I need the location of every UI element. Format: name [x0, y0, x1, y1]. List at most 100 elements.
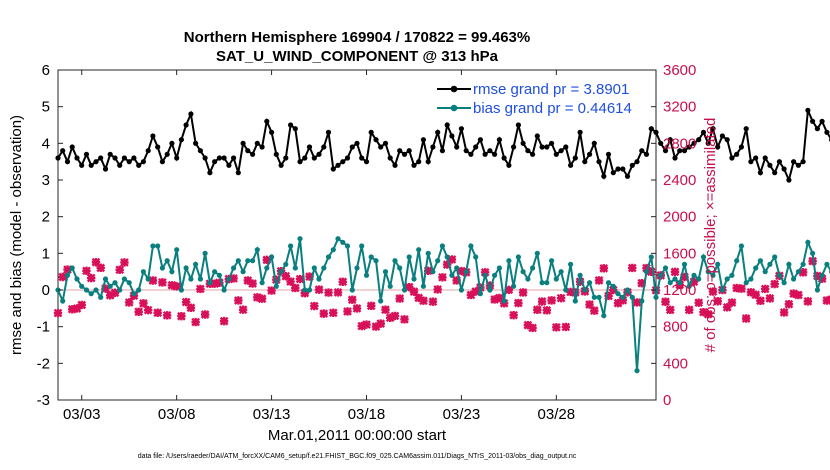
- bias-point: [344, 243, 351, 249]
- bias-point: [677, 280, 683, 286]
- rmse-point: [715, 144, 721, 150]
- bias-point: [292, 265, 298, 271]
- rmse-point: [582, 159, 588, 165]
- obs-count-marker: [139, 299, 148, 308]
- obs-count-marker: [191, 317, 200, 327]
- rmse-point: [269, 129, 275, 135]
- rmse-point: [800, 159, 806, 165]
- obs-count-marker: [466, 290, 476, 300]
- obs-count-marker: [756, 296, 765, 306]
- rmse-point: [620, 166, 626, 172]
- bias-point: [340, 239, 346, 245]
- obs-count-marker: [784, 299, 794, 309]
- obs-count-marker: [162, 310, 172, 320]
- bias-point: [226, 276, 232, 282]
- bias-point: [743, 280, 749, 286]
- obs-count-marker: [433, 285, 443, 294]
- rmse-point: [368, 129, 374, 135]
- rmse-point: [235, 170, 241, 176]
- rmse-point: [112, 155, 118, 161]
- rmse-point: [477, 137, 483, 143]
- obs-count-marker: [158, 278, 167, 287]
- x-tick-label: 03/13: [253, 406, 291, 423]
- rmse-point: [805, 107, 811, 113]
- obs-count-marker: [542, 305, 552, 315]
- obs-count-marker: [357, 321, 367, 331]
- obs-count-marker: [732, 283, 742, 293]
- bias-point: [335, 236, 341, 242]
- y-left-tick-label: 5: [42, 99, 50, 116]
- obs-count-marker: [281, 271, 291, 281]
- obs-count-marker: [722, 302, 732, 312]
- obs-count-marker: [813, 271, 822, 281]
- obs-count-marker: [115, 265, 125, 275]
- rmse-point: [482, 151, 488, 157]
- obs-count-marker: [101, 284, 110, 293]
- obs-count-marker: [67, 304, 77, 314]
- obs-count-marker: [737, 284, 746, 293]
- rmse-point: [145, 148, 151, 154]
- rmse-point: [568, 162, 574, 168]
- bias-point: [245, 258, 251, 264]
- obs-count-marker: [219, 316, 229, 326]
- bias-point: [473, 254, 479, 260]
- plot-area: [57, 69, 657, 401]
- rmse-point: [757, 170, 764, 176]
- bias-point: [416, 247, 422, 253]
- obs-count-marker: [561, 322, 571, 332]
- obs-count-marker: [509, 310, 518, 320]
- bias-point: [354, 265, 360, 271]
- obs-count-marker: [452, 276, 462, 285]
- obs-count-marker: [504, 285, 514, 295]
- rmse-point: [155, 144, 161, 150]
- rmse-point: [762, 155, 768, 161]
- bias-point: [501, 298, 507, 304]
- obs-count-marker: [514, 298, 523, 308]
- rmse-point: [814, 126, 821, 132]
- bias-point: [221, 287, 227, 293]
- bias-point: [487, 287, 493, 293]
- rmse-point: [316, 151, 322, 157]
- rmse-point: [534, 133, 540, 139]
- obs-count-marker: [589, 306, 599, 316]
- rmse-point: [734, 151, 740, 157]
- rmse-point: [686, 144, 692, 150]
- rmse-point: [439, 148, 445, 154]
- bias-point: [468, 243, 474, 249]
- bias-point: [520, 269, 526, 275]
- rmse-point: [164, 151, 170, 157]
- bias-point: [121, 276, 127, 282]
- rmse-point: [691, 140, 697, 146]
- bias-point: [510, 283, 517, 289]
- x-tick-label: 03/28: [538, 406, 576, 423]
- bias-point: [140, 269, 146, 275]
- y-left-tick-label: -3: [37, 392, 50, 409]
- obs-count-marker: [86, 273, 96, 283]
- rmse-point: [102, 166, 109, 172]
- bias-point: [288, 243, 294, 249]
- obs-count-marker: [120, 258, 129, 267]
- bias-point: [482, 272, 488, 278]
- obs-count-marker: [708, 287, 718, 296]
- bias-point: [653, 294, 659, 300]
- bias-point: [349, 287, 355, 293]
- chart-title-line2: SAT_U_WIND_COMPONENT @ 313 hPa: [216, 48, 499, 65]
- rmse-point: [283, 155, 289, 161]
- bias-point: [525, 276, 531, 282]
- obs-count-marker: [148, 276, 158, 285]
- obs-count-marker: [518, 288, 528, 297]
- bias-point: [577, 272, 583, 278]
- rmse-point: [648, 126, 654, 132]
- y-right-tick-label: 400: [663, 355, 688, 372]
- rmse-point: [492, 151, 498, 157]
- x-tick-label: 03/08: [158, 406, 196, 423]
- obs-count-marker: [409, 287, 419, 297]
- obs-count-marker: [528, 323, 537, 333]
- bias-point: [112, 280, 118, 286]
- bias-point: [781, 280, 787, 286]
- bias-point: [814, 287, 821, 293]
- bias-point: [757, 258, 764, 264]
- y-right-tick-label: 1200: [663, 282, 696, 299]
- bias-point: [150, 243, 156, 249]
- rmse-point: [363, 159, 370, 165]
